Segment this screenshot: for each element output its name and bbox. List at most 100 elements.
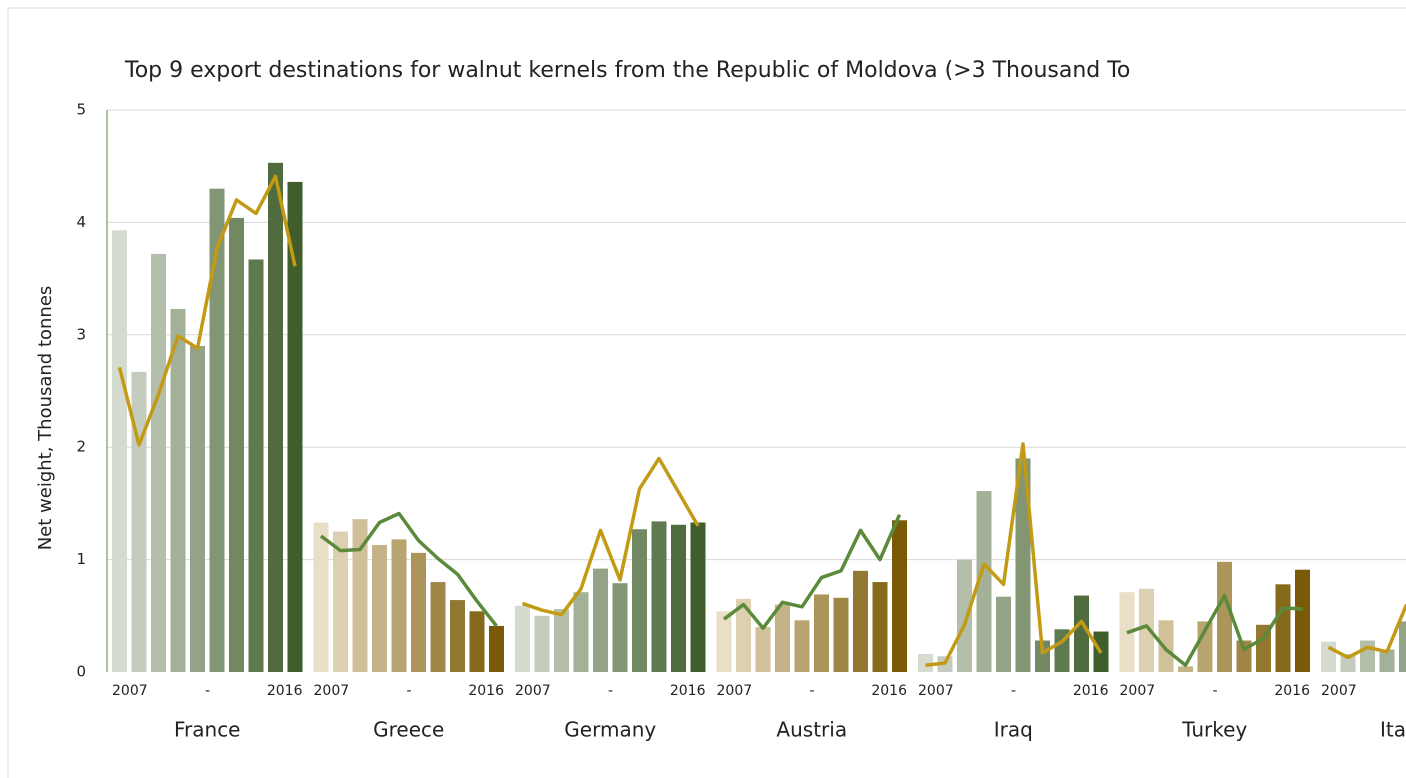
x-tick-label: - [1212,683,1217,699]
bar [554,609,569,672]
group-label: Greece [373,718,444,742]
bar [612,583,628,672]
x-tick-label: - [608,683,613,699]
bar [372,544,387,672]
bar [1217,561,1232,672]
bar [1074,595,1089,672]
line [1126,593,1303,668]
group-label: Austria [776,718,847,742]
bar [112,230,127,672]
bar [775,604,790,672]
bar [469,611,485,672]
x-tick-label: 2007 [1120,683,1156,699]
x-tick-label: 2016 [670,683,706,699]
bar [1321,641,1336,672]
bar [690,522,706,672]
bar [352,519,368,672]
y-tick-label: 1 [76,550,86,568]
bar [229,217,244,673]
line [1327,603,1406,660]
bar [593,568,608,672]
bar [794,620,810,672]
bar [430,582,446,672]
bar [170,308,186,672]
group-label: Ita [1380,718,1406,742]
bar [209,188,225,672]
line [722,513,902,630]
bar [736,598,751,672]
bar [391,539,407,672]
x-tick-label: 2007 [717,683,753,699]
bar [632,529,647,672]
bar [131,371,147,672]
bar [1139,588,1154,672]
bar [333,531,348,672]
bar [313,522,329,672]
x-tick-label: 2007 [515,683,551,699]
x-tick-label: - [205,683,210,699]
bar [651,521,667,672]
x-tick-label: 2016 [468,683,504,699]
bar [411,552,426,672]
group-label: Iraq [994,718,1033,742]
x-tick-label: 2016 [1073,683,1109,699]
x-tick-label: - [809,683,814,699]
y-tick-label: 3 [76,325,86,343]
x-tick-label: 2007 [918,683,954,699]
bar [976,491,992,672]
x-tick-label: - [406,683,411,699]
bar [151,253,166,672]
bar [892,520,907,672]
bar [755,627,771,672]
line [521,456,700,617]
bar [534,615,550,672]
bar [248,259,264,672]
bar [450,600,465,672]
bar [833,597,849,672]
bar [287,181,303,672]
y-tick-label: 4 [76,213,86,231]
line [117,174,297,447]
bar [1340,654,1356,672]
bar [1360,640,1375,672]
x-tick-label: - [1011,683,1016,699]
group-label: Germany [564,718,656,742]
bar [1178,666,1193,672]
bar [268,162,283,672]
bar [1275,584,1291,672]
bar [671,524,686,672]
bar [190,346,205,672]
y-axis-label: Net weight, Thousand tonnes [35,286,56,551]
group-label: France [174,718,241,742]
bar [489,625,504,672]
bar [918,654,933,672]
line [319,511,498,627]
x-tick-label: 2007 [1321,683,1357,699]
x-tick-label: 2007 [314,683,350,699]
y-tick-label: 0 [76,663,86,681]
bar [853,570,868,672]
x-tick-label: 2016 [871,683,907,699]
bar [872,582,888,672]
bar [957,559,972,672]
bar [1379,649,1395,672]
x-tick-label: 2016 [1274,683,1310,699]
bar [1399,621,1406,672]
bar [716,611,732,672]
line [925,442,1103,667]
x-tick-label: 2016 [267,683,303,699]
bar [996,596,1011,672]
bar [1295,569,1310,672]
y-tick-label: 5 [76,101,86,119]
bar [1158,620,1174,672]
y-tick-label: 2 [76,438,86,456]
bar [814,594,829,672]
x-tick-label: 2007 [112,683,148,699]
bar [1256,624,1271,672]
bar [1035,640,1050,672]
group-label: Turkey [1181,718,1247,742]
bar [573,592,589,672]
bar [1015,458,1031,672]
chart-title: Top 9 export destinations for walnut ker… [124,58,1130,83]
